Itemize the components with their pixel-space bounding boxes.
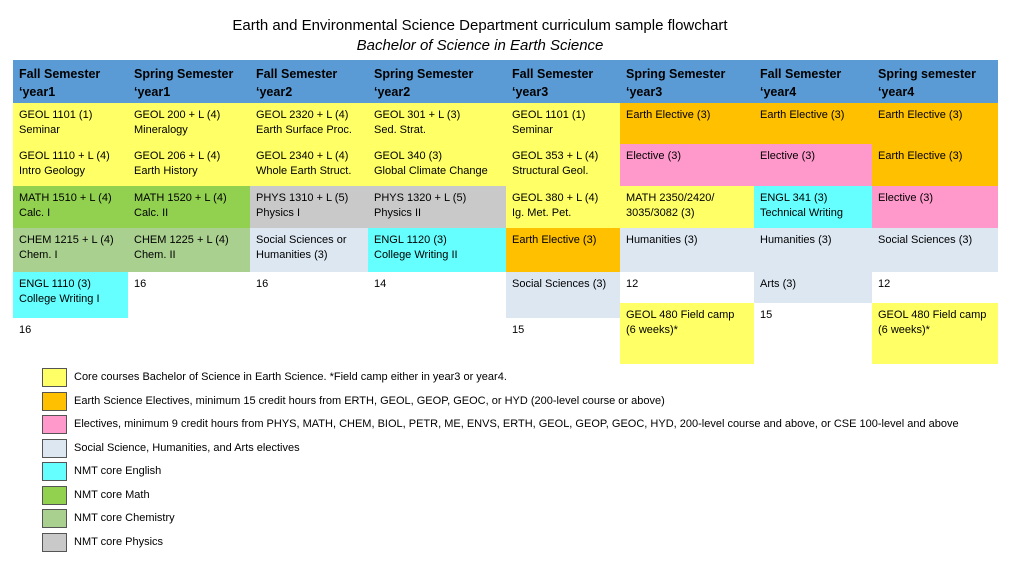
- course-cell: CHEM 1225 + L (4) Chem. II: [128, 228, 250, 272]
- credit-total: 12: [878, 278, 891, 290]
- course-cell: ENGL 341 (3) Technical Writing: [754, 186, 872, 228]
- header-spring-year4: Spring semester ‘year4: [872, 60, 998, 103]
- legend-swatch-elective: [42, 415, 67, 434]
- header-fall-year3: Fall Semester ‘year3: [506, 60, 620, 103]
- legend-label-core: Core courses Bachelor of Science in Eart…: [74, 371, 507, 383]
- course-cell: Earth Elective (3): [506, 228, 620, 272]
- legend-swatch-nmt-english: [42, 462, 67, 481]
- course-cell: MATH 2350/2420/ 3035/3082 (3): [620, 186, 754, 228]
- course-cell: Humanities (3): [620, 228, 754, 272]
- course-cell: GEOL 301 + L (3) Sed. Strat.: [368, 103, 506, 144]
- course-cell: GEOL 2340 + L (4) Whole Earth Struct.: [250, 144, 368, 186]
- course-cell: MATH 1520 + L (4) Calc. II: [128, 186, 250, 228]
- course-cell: ENGL 1110 (3) College Writing I: [13, 272, 128, 318]
- legend-label-elective: Electives, minimum 9 credit hours from P…: [74, 418, 959, 430]
- course-cell: PHYS 1310 + L (5) Physics I: [250, 186, 368, 228]
- legend-swatch-nmt-chemistry: [42, 509, 67, 528]
- course-cell: Social Sciences (3): [872, 228, 998, 272]
- course-cell: GEOL 353 + L (4) Structural Geol.: [506, 144, 620, 186]
- legend-label-nmt-chemistry: NMT core Chemistry: [74, 512, 175, 524]
- legend-swatch-nmt-math: [42, 486, 67, 505]
- legend-label-earth-elective: Earth Science Electives, minimum 15 cred…: [74, 395, 665, 407]
- header-fall-year4: Fall Semester ‘year4: [754, 60, 872, 103]
- course-cell: Arts (3): [754, 272, 872, 303]
- course-cell: GEOL 200 + L (4) Mineralogy: [128, 103, 250, 144]
- course-cell: Humanities (3): [754, 228, 872, 272]
- credit-total: 15: [512, 324, 525, 336]
- legend-swatch-social-humanities-arts: [42, 439, 67, 458]
- course-cell: GEOL 1101 (1) Seminar: [506, 103, 620, 144]
- legend-label-nmt-physics: NMT core Physics: [74, 536, 164, 548]
- credit-total: 16: [19, 324, 32, 336]
- course-cell: GEOL 1101 (1) Seminar: [13, 103, 128, 144]
- page-title: Earth and Environmental Science Departme…: [232, 17, 728, 34]
- course-cell: GEOL 2320 + L (4) Earth Surface Proc.: [250, 103, 368, 144]
- course-cell: Elective (3): [754, 144, 872, 186]
- course-cell: Elective (3): [872, 186, 998, 228]
- credit-total: 16: [256, 278, 269, 290]
- header-spring-year1: Spring Semester ‘year1: [128, 60, 250, 103]
- header-spring-year3: Spring Semester ‘year3: [620, 60, 754, 103]
- course-cell: GEOL 340 (3) Global Climate Change: [368, 144, 506, 186]
- course-cell: Social Sciences (3): [506, 272, 620, 318]
- legend-label-nmt-math: NMT core Math: [74, 489, 150, 501]
- course-cell: Earth Elective (3): [872, 103, 998, 144]
- course-cell: GEOL 380 + L (4) Ig. Met. Pet.: [506, 186, 620, 228]
- legend-swatch-core: [42, 368, 67, 387]
- course-cell: Earth Elective (3): [754, 103, 872, 144]
- course-cell: ENGL 1120 (3) College Writing II: [368, 228, 506, 272]
- legend-label-nmt-english: NMT core English: [74, 465, 162, 477]
- credit-total: 16: [134, 278, 147, 290]
- course-cell: Social Sciences or Humanities (3): [250, 228, 368, 272]
- course-cell: Earth Elective (3): [872, 144, 998, 186]
- course-cell: PHYS 1320 + L (5) Physics II: [368, 186, 506, 228]
- page-subtitle: Bachelor of Science in Earth Science: [356, 37, 604, 54]
- header-fall-year1: Fall Semester ‘year1: [13, 60, 128, 103]
- legend-swatch-earth-elective: [42, 392, 67, 411]
- course-cell: MATH 1510 + L (4) Calc. I: [13, 186, 128, 228]
- course-cell: Elective (3): [620, 144, 754, 186]
- legend-label-social-humanities-arts: Social Science, Humanities, and Arts ele…: [74, 442, 300, 454]
- course-cell: GEOL 206 + L (4) Earth History: [128, 144, 250, 186]
- credit-total: 14: [374, 278, 387, 290]
- legend-swatch-nmt-physics: [42, 533, 67, 552]
- header-fall-year2: Fall Semester ‘year2: [250, 60, 368, 103]
- course-cell: Earth Elective (3): [620, 103, 754, 144]
- header-spring-year2: Spring Semester ‘year2: [368, 60, 506, 103]
- course-cell: GEOL 1110 + L (4) Intro Geology: [13, 144, 128, 186]
- credit-total: 15: [760, 309, 773, 321]
- credit-total: 12: [626, 278, 639, 290]
- course-cell: GEOL 480 Field camp (6 weeks)*: [872, 303, 998, 364]
- course-cell: CHEM 1215 + L (4) Chem. I: [13, 228, 128, 272]
- course-cell: GEOL 480 Field camp (6 weeks)*: [620, 303, 754, 364]
